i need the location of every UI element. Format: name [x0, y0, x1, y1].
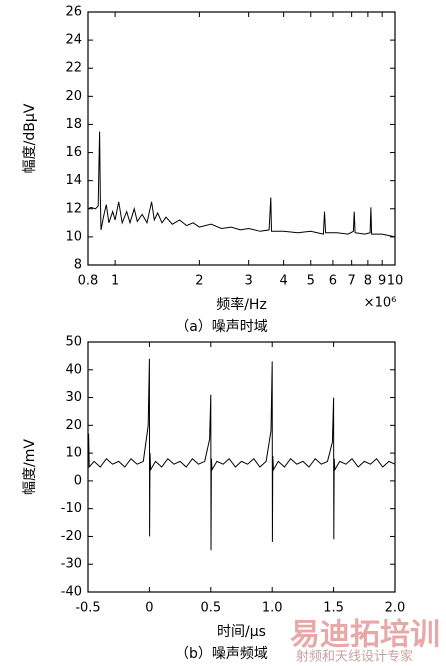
x-tick-label: 2.0 [385, 601, 406, 616]
caption: （a）噪声时域 [175, 319, 268, 335]
y-tick-label: 20 [65, 89, 82, 104]
y-tick-label: 26 [65, 5, 82, 20]
x-tick-label: 1.5 [323, 601, 344, 616]
y-tick-label: -40 [61, 585, 82, 600]
x-axis-label: 频率/Hz [216, 296, 267, 313]
y-tick-label: -10 [61, 501, 82, 516]
x-tick-label: 9 [378, 274, 386, 289]
y-tick-label: 20 [65, 418, 82, 433]
x-tick-label: 10 [387, 274, 404, 289]
data-line [87, 358, 396, 551]
x-tick-label: 2 [195, 274, 203, 289]
x-multiplier: ×10⁶ [364, 296, 397, 311]
y-tick-label: 22 [65, 61, 82, 76]
x-tick-label: 0.5 [200, 601, 221, 616]
watermark-subtitle: 射频和天线设计专家 [296, 649, 413, 665]
x-tick-label: 8 [364, 274, 372, 289]
y-tick-label: 24 [65, 33, 82, 48]
y-tick-label: 10 [65, 446, 82, 461]
caption: （b）噪声频域 [175, 646, 268, 662]
x-tick-label: -0.5 [75, 601, 100, 616]
x-axis-label: 时间/μs [217, 624, 266, 640]
x-tick-label: 0.8 [78, 274, 99, 289]
y-tick-label: 16 [65, 145, 82, 160]
x-tick-label: 6 [329, 274, 337, 289]
y-axis-label: 幅度/mV [22, 439, 38, 495]
y-tick-label: -20 [61, 529, 82, 544]
watermark-title: 易迪拓培训 [290, 618, 440, 653]
x-tick-label: 4 [279, 274, 287, 289]
x-tick-label: 3 [245, 274, 253, 289]
x-tick-label: 1 [111, 274, 119, 289]
x-tick-label: 1.0 [262, 601, 283, 616]
y-tick-label: 50 [65, 335, 82, 350]
y-tick-label: 0 [74, 473, 82, 488]
x-tick-label: 7 [348, 274, 356, 289]
data-line [87, 131, 396, 238]
y-tick-label: 8 [74, 258, 82, 273]
x-tick-label: 5 [307, 274, 315, 289]
y-tick-label: 10 [65, 229, 82, 244]
y-tick-label: 18 [65, 117, 82, 132]
y-tick-label: -30 [61, 557, 82, 572]
plot-frame [87, 11, 396, 266]
plot-frame [87, 341, 396, 593]
y-tick-label: 14 [65, 173, 82, 188]
x-tick-label: 0 [145, 601, 153, 616]
y-tick-label: 30 [65, 390, 82, 405]
y-axis-label: 幅度/dBμV [22, 103, 38, 173]
y-tick-label: 12 [65, 201, 82, 216]
y-tick-label: 40 [65, 362, 82, 377]
